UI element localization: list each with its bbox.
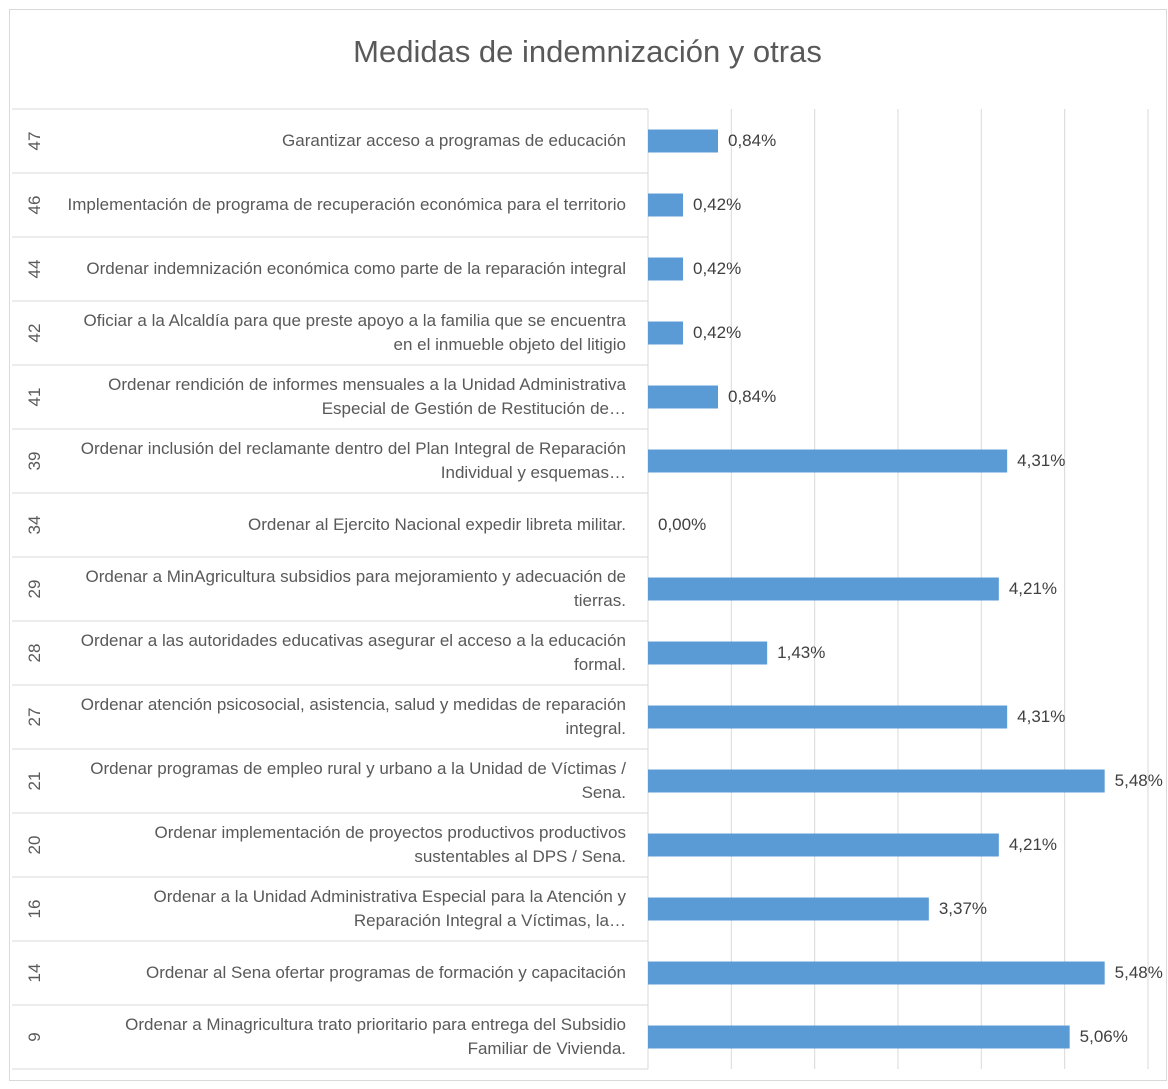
value-label: 0,42% — [693, 323, 742, 342]
value-label: 5,06% — [1079, 1027, 1128, 1046]
group-label: 28 — [25, 643, 44, 663]
group-label: 46 — [25, 195, 44, 215]
category-label: Ordenar implementación de proyectos prod… — [154, 823, 626, 866]
group-label: 47 — [25, 131, 44, 151]
category-label: Ordenar al Sena ofertar programas de for… — [145, 963, 626, 982]
value-label: 5,48% — [1114, 963, 1163, 982]
bar — [648, 577, 999, 601]
bar — [648, 257, 683, 281]
value-label: 0,84% — [728, 131, 777, 150]
bar — [648, 833, 999, 857]
category-label: Ordenar al Ejercito Nacional expedir lib… — [248, 515, 626, 534]
group-label: 39 — [25, 451, 44, 471]
bar — [648, 385, 718, 409]
bar — [648, 1025, 1070, 1049]
bar — [648, 961, 1105, 985]
category-label: Ordenar a MinAgricultura subsidios para … — [85, 567, 626, 610]
category-label: Ordenar a las autoridades educativas ase… — [80, 631, 626, 674]
value-label: 4,31% — [1017, 451, 1066, 470]
value-label: 0,84% — [728, 387, 777, 406]
category-label: Ordenar rendición de informes mensuales … — [108, 375, 626, 418]
value-label: 1,43% — [777, 643, 826, 662]
category-label: Implementación de programa de recuperaci… — [67, 195, 626, 214]
group-label: 41 — [25, 387, 44, 407]
category-label: Garantizar acceso a programas de educaci… — [282, 131, 626, 150]
value-label: 0,42% — [693, 259, 742, 278]
category-label: Oficiar a la Alcaldía para que preste ap… — [83, 311, 626, 354]
value-label: 0,00% — [658, 515, 707, 534]
group-label: 9 — [25, 1032, 44, 1042]
bar — [648, 705, 1008, 729]
bar — [648, 193, 683, 217]
bar — [648, 641, 768, 665]
bar — [648, 449, 1008, 473]
group-label: 27 — [25, 707, 44, 727]
category-label: Ordenar indemnización económica como par… — [86, 259, 626, 278]
category-label: Ordenar atención psicosocial, asistencia… — [80, 695, 626, 738]
value-label: 5,48% — [1114, 771, 1163, 790]
chart-title: Medidas de indemnización y otras — [353, 34, 822, 69]
category-label: Ordenar programas de empleo rural y urba… — [90, 759, 626, 802]
group-label: 34 — [25, 515, 44, 535]
category-label: Ordenar a la Unidad Administrativa Espec… — [153, 887, 626, 930]
value-label: 4,31% — [1017, 707, 1066, 726]
value-label: 3,37% — [938, 899, 988, 918]
bar — [648, 769, 1105, 793]
bar — [648, 129, 718, 153]
group-label: 42 — [25, 323, 44, 343]
group-label: 16 — [25, 899, 44, 919]
group-label: 20 — [25, 835, 44, 855]
category-label: Ordenar inclusión del reclamante dentro … — [80, 439, 626, 482]
group-label: 21 — [25, 771, 44, 791]
bar — [648, 897, 929, 921]
category-label: Ordenar a Minagricultura trato prioritar… — [125, 1015, 626, 1058]
group-label: 29 — [25, 579, 44, 599]
value-label: 4,21% — [1008, 835, 1058, 854]
group-label: 14 — [25, 963, 44, 983]
value-label: 0,42% — [693, 195, 742, 214]
group-label: 44 — [25, 259, 44, 279]
bar — [648, 321, 683, 345]
value-label: 4,21% — [1008, 579, 1058, 598]
chart-border — [9, 9, 1167, 1081]
